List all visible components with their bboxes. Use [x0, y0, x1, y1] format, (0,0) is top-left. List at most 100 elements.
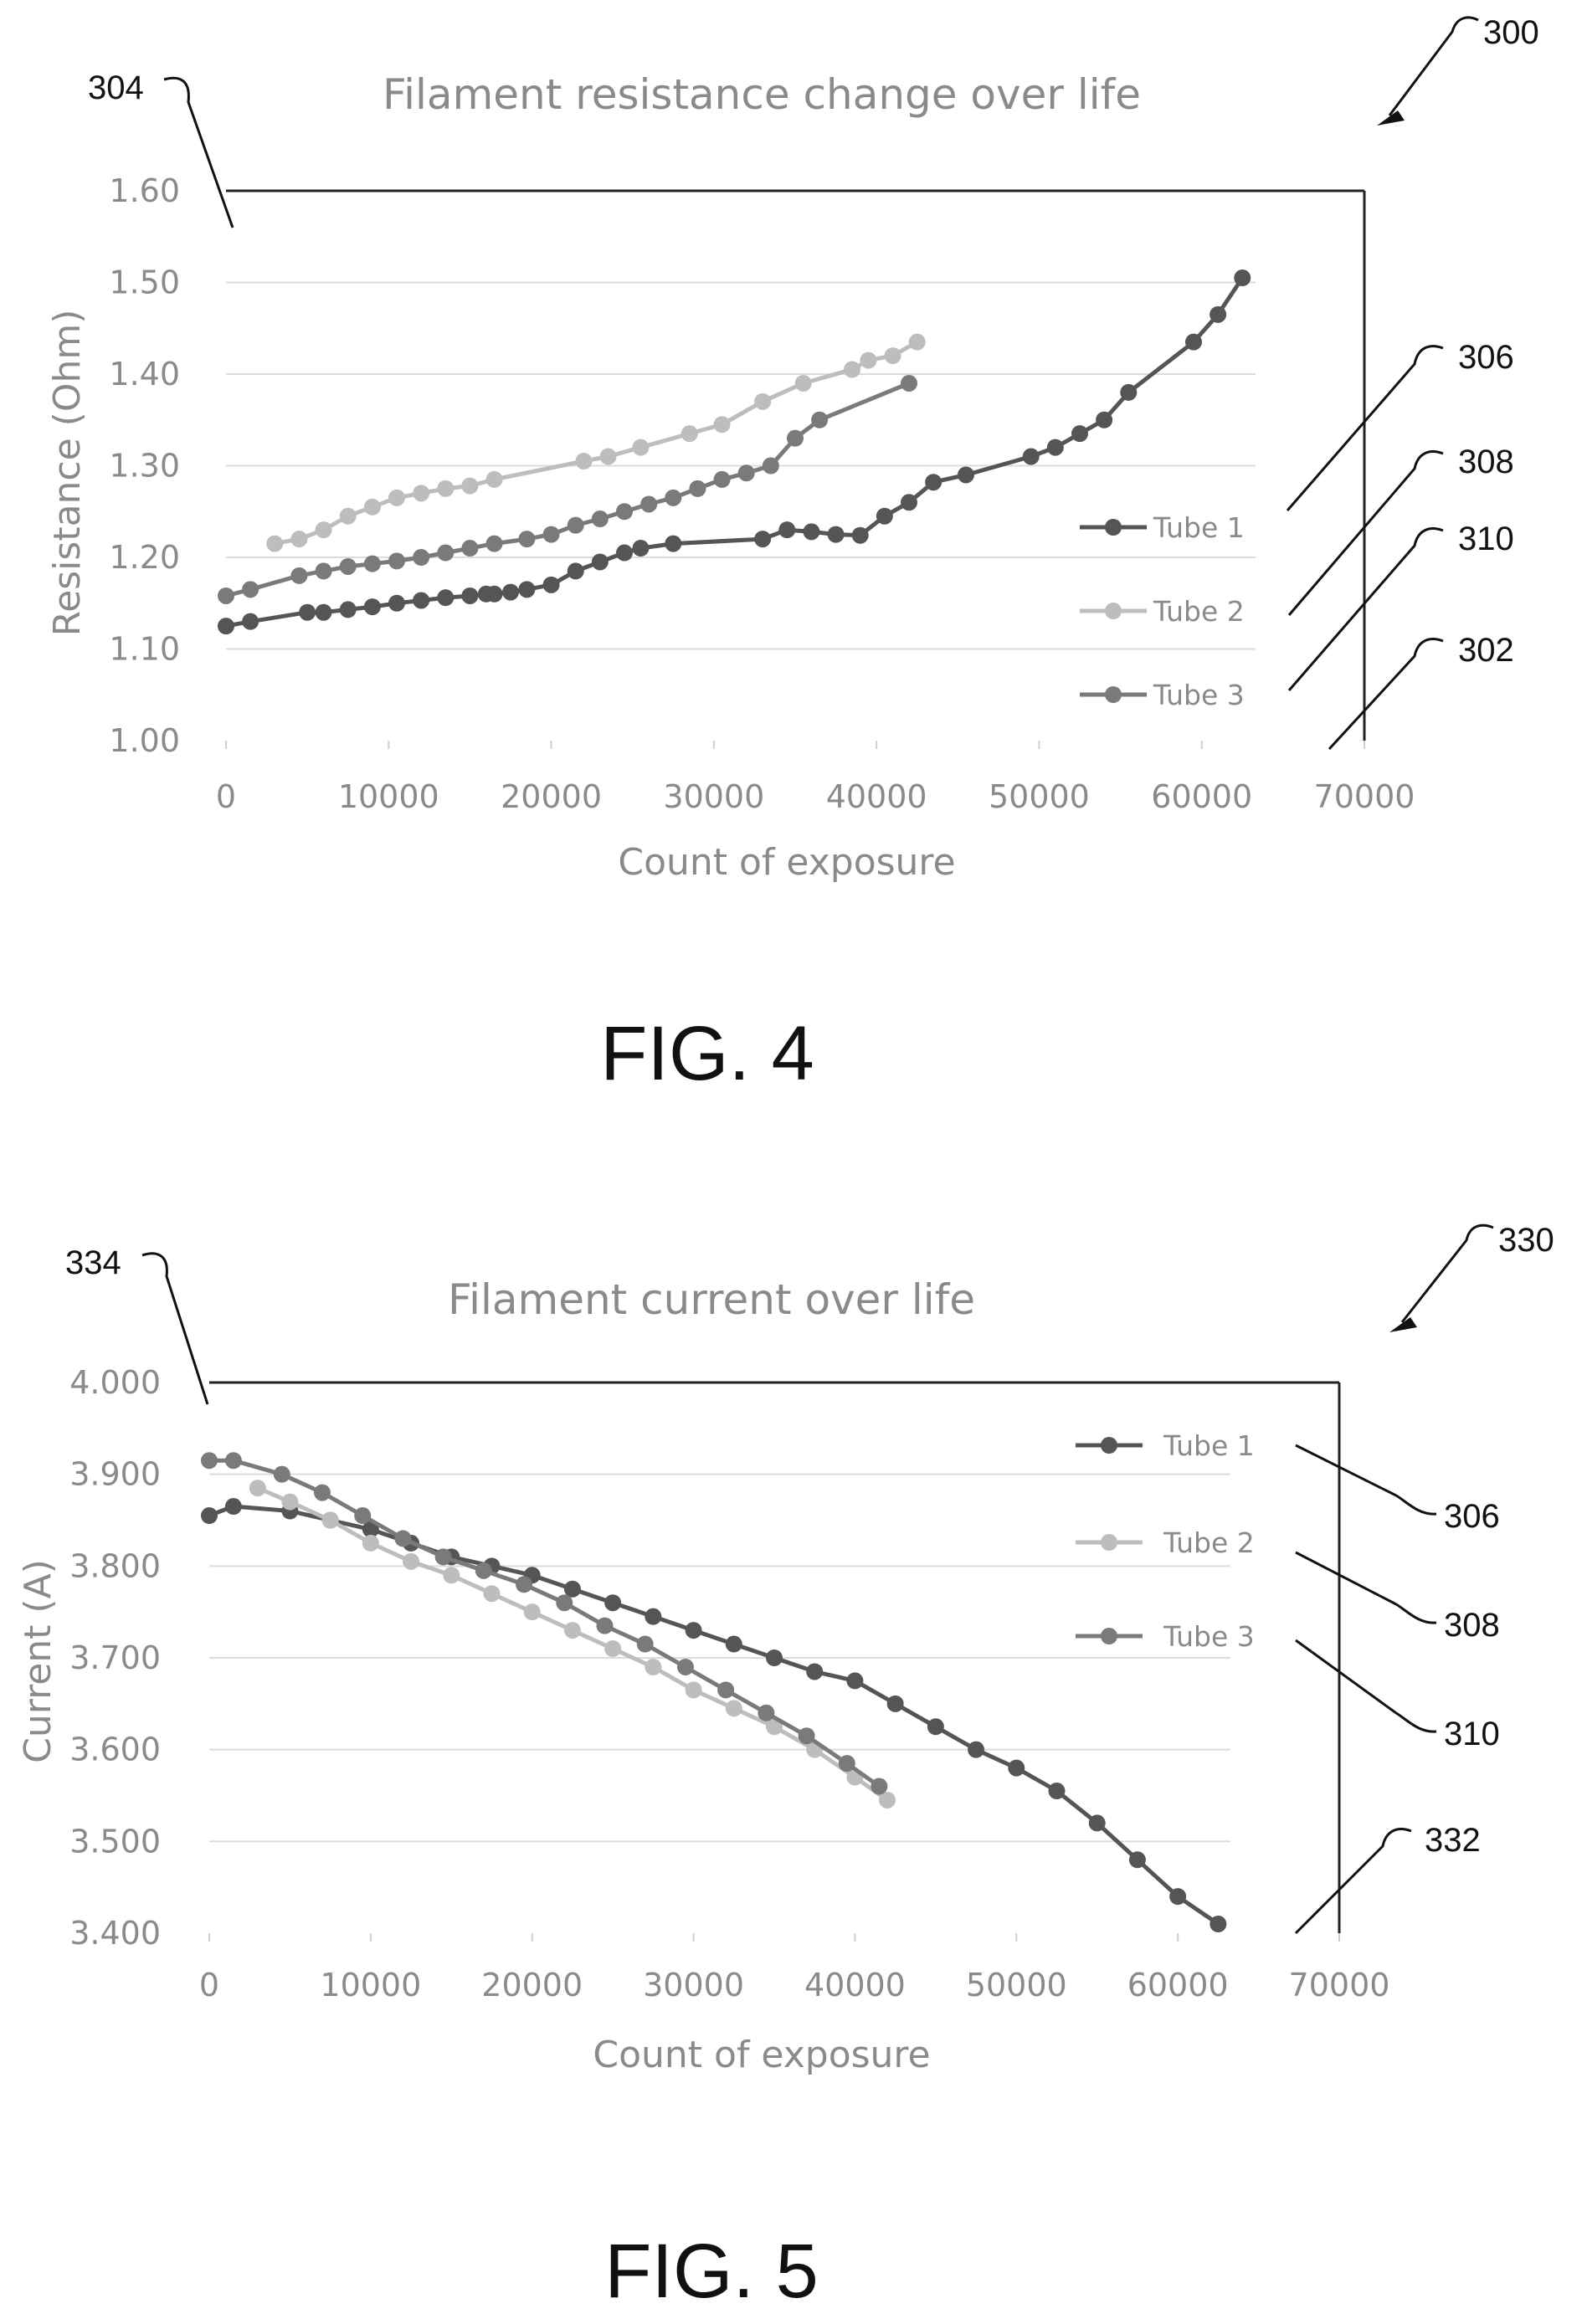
- x-tick-label: 60000: [1151, 778, 1252, 815]
- data-point-tube-1: [1234, 269, 1251, 287]
- series-line-tube-1: [208, 1504, 1220, 1926]
- ref-leader-tube2: [1295, 1551, 1437, 1624]
- data-point-tube-1: [968, 1741, 985, 1758]
- data-point-tube-3: [676, 1658, 694, 1675]
- data-point-tube-3: [224, 1452, 242, 1470]
- data-point-tube-2: [443, 1567, 460, 1584]
- data-point-tube-2: [604, 1640, 622, 1658]
- data-point-tube-1: [725, 1635, 742, 1653]
- data-point-tube-3: [762, 457, 779, 475]
- legend-swatch-marker: [1105, 686, 1122, 703]
- data-point-tube-2: [461, 477, 479, 495]
- data-point-tube-2: [363, 498, 381, 516]
- data-point-tube-1: [1120, 383, 1138, 401]
- data-point-tube-3: [665, 489, 682, 506]
- x-tick-label: 40000: [804, 1967, 906, 2003]
- data-point-tube-1: [806, 1663, 824, 1680]
- ref-leader-tube1: [1286, 345, 1444, 511]
- series-line-tube-1: [225, 276, 1245, 628]
- data-point-tube-3: [363, 555, 381, 572]
- data-point-tube-1: [1008, 1759, 1025, 1777]
- x-tick-label: 70000: [1314, 778, 1415, 815]
- data-point-tube-2: [632, 439, 650, 456]
- data-point-tube-1: [224, 1498, 242, 1516]
- data-point-tube-1: [542, 576, 560, 593]
- data-point-tube-1: [876, 507, 893, 525]
- y-tick-label: 1.30: [109, 448, 180, 485]
- data-point-tube-2: [681, 425, 698, 443]
- legend-label: Tube 2: [1163, 1526, 1255, 1559]
- data-point-tube-3: [273, 1465, 290, 1483]
- y-tick-label: 3.700: [69, 1639, 161, 1676]
- resistance-chart: Filament resistance change over life 1.0…: [46, 70, 1415, 884]
- data-point-tube-3: [567, 516, 584, 534]
- data-point-tube-2: [713, 416, 731, 434]
- x-tick-label: 40000: [826, 778, 927, 815]
- data-point-tube-2: [388, 489, 405, 506]
- legend-label: Tube 3: [1163, 1620, 1255, 1653]
- data-point-tube-3: [616, 503, 633, 521]
- data-point-tube-3: [689, 480, 706, 497]
- data-point-tube-3: [290, 567, 308, 584]
- legend-label: Tube 2: [1153, 595, 1245, 628]
- chart-title: Filament current over life: [448, 1275, 975, 1324]
- data-point-tube-3: [636, 1635, 654, 1653]
- ref-numeral-tube1: 306: [1444, 1498, 1500, 1535]
- data-point-tube-1: [827, 526, 845, 543]
- y-tick-label: 3.500: [69, 1823, 161, 1860]
- fig5-annotations: 330 334 306 308 310 332: [65, 1222, 1554, 1935]
- ref-numeral-main: 300: [1483, 14, 1539, 51]
- data-point-tube-3: [556, 1594, 573, 1612]
- data-point-tube-3: [640, 495, 658, 513]
- data-point-tube-2: [794, 374, 812, 392]
- data-point-tube-1: [218, 618, 234, 635]
- data-point-tube-3: [591, 510, 609, 528]
- data-point-tube-2: [315, 521, 332, 539]
- data-point-tube-1: [886, 1695, 904, 1712]
- data-point-tube-1: [1096, 411, 1113, 428]
- data-point-tube-1: [958, 466, 974, 484]
- data-point-tube-1: [461, 587, 479, 604]
- x-tick-label: 20000: [501, 778, 602, 815]
- data-point-tube-2: [563, 1622, 581, 1639]
- legend-swatch-marker: [1101, 1534, 1117, 1551]
- data-point-tube-3: [339, 557, 357, 575]
- data-point-tube-2: [437, 480, 455, 497]
- data-point-tube-1: [363, 598, 381, 616]
- ref-numeral-x-axis: 302: [1458, 632, 1514, 669]
- ref-numeral-y-axis: 334: [65, 1244, 121, 1281]
- data-point-tube-1: [485, 585, 503, 603]
- grid: [209, 1473, 1230, 1843]
- data-point-tube-2: [523, 1603, 541, 1621]
- data-point-tube-3: [437, 544, 455, 562]
- data-point-tube-2: [290, 531, 308, 548]
- series-line-tube-3: [225, 381, 910, 598]
- x-tick-labels: 0 10000 20000 30000 40000 50000 60000 70000: [216, 741, 1415, 815]
- y-tick-label: 4.000: [69, 1364, 161, 1401]
- data-point-tube-1: [685, 1622, 702, 1639]
- ref-numeral-tube2: 308: [1458, 444, 1514, 480]
- ref-numeral-x-axis: 332: [1425, 1822, 1481, 1859]
- data-point-tube-2: [754, 392, 772, 410]
- data-point-tube-2: [413, 485, 430, 502]
- data-point-tube-1: [665, 535, 682, 552]
- x-tick-label: 10000: [338, 778, 439, 815]
- x-axis-label: Count of exposure: [593, 2034, 930, 2076]
- y-tick-label: 1.10: [109, 631, 180, 668]
- y-axis-label: Resistance (Ohm): [46, 310, 89, 637]
- chart-title: Filament resistance change over life: [383, 70, 1141, 119]
- data-point-tube-1: [851, 526, 869, 544]
- ref-numeral-tube3: 310: [1444, 1716, 1500, 1752]
- data-point-tube-1: [518, 581, 536, 598]
- data-point-tube-2: [599, 448, 617, 465]
- data-point-tube-2: [321, 1511, 339, 1529]
- x-tick-label: 0: [199, 1967, 219, 2003]
- ref-leader-y-axis: [141, 1252, 209, 1405]
- legend-label: Tube 1: [1163, 1429, 1255, 1462]
- data-point-tube-2: [860, 351, 877, 369]
- ref-numeral-main: 330: [1498, 1222, 1554, 1259]
- data-point-tube-1: [201, 1507, 218, 1525]
- data-point-tube-2: [884, 347, 901, 365]
- x-tick-labels: 0 10000 20000 30000 40000 50000 60000 70000: [199, 1933, 1389, 2003]
